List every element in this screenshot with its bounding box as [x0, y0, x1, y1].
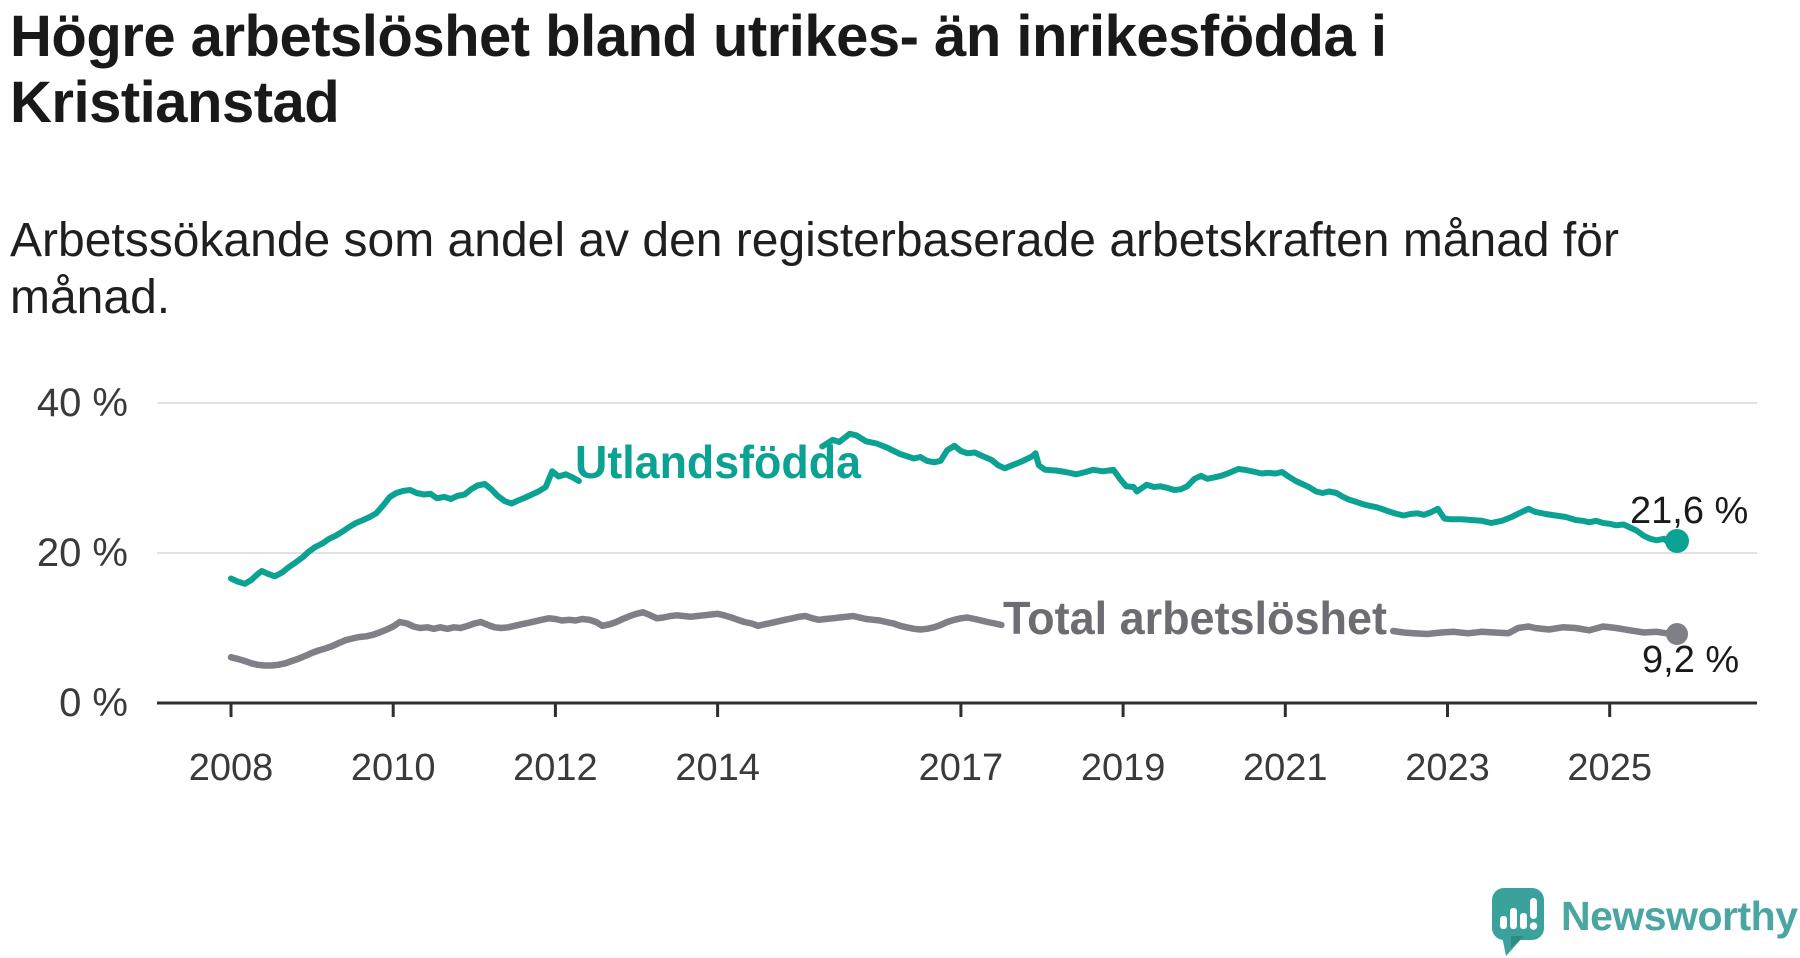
x-axis-label-2014: 2014: [675, 747, 760, 789]
series-line-utlandsfodda: [228, 430, 1680, 587]
chart-title-line-2: Kristianstad: [10, 70, 340, 135]
newsworthy-logo-icon: [1492, 888, 1544, 956]
x-axis-label-2008: 2008: [189, 747, 274, 789]
x-axis-label-2021: 2021: [1243, 747, 1328, 789]
series-label-utlandsfodda: Utlandsfödda: [575, 436, 861, 488]
x-axis-label-2023: 2023: [1405, 747, 1490, 789]
chart-subtitle-line-2: månad.: [10, 271, 171, 324]
x-axis-label-2019: 2019: [1081, 747, 1166, 789]
chart-subtitle-line-1: Arbetssökande som andel av den registerb…: [10, 214, 1619, 267]
chart-subtitle: Arbetssökande som andel av den registerb…: [10, 212, 1619, 326]
newsworthy-logo: Newsworthy: [1490, 886, 1798, 958]
x-axis-label-2012: 2012: [513, 747, 598, 789]
series-end-dot-utlandsfodda: [1665, 529, 1690, 553]
chart-title: Högre arbetslöshet bland utrikes- än inr…: [10, 4, 1387, 136]
series-end-value-total: 9,2 %: [1642, 639, 1739, 681]
y-axis-label-20: 20 %: [37, 531, 128, 575]
newsworthy-logo-text: Newsworthy: [1561, 892, 1798, 939]
chart-title-line-1: Högre arbetslöshet bland utrikes- än inr…: [10, 4, 1387, 69]
series-end-value-utlandsfodda: 21,6 %: [1630, 490, 1748, 532]
series-label-total: Total arbetslöshet: [1003, 592, 1387, 644]
x-axis-label-2010: 2010: [351, 747, 436, 789]
x-axis-label-2025: 2025: [1567, 747, 1652, 789]
series-line-total: [227, 609, 1681, 669]
x-axis-label-2017: 2017: [919, 747, 1004, 789]
y-axis-label-0: 0 %: [59, 681, 128, 725]
series-end-dot-total: [1666, 623, 1689, 645]
y-axis-label-40: 40 %: [37, 381, 128, 425]
